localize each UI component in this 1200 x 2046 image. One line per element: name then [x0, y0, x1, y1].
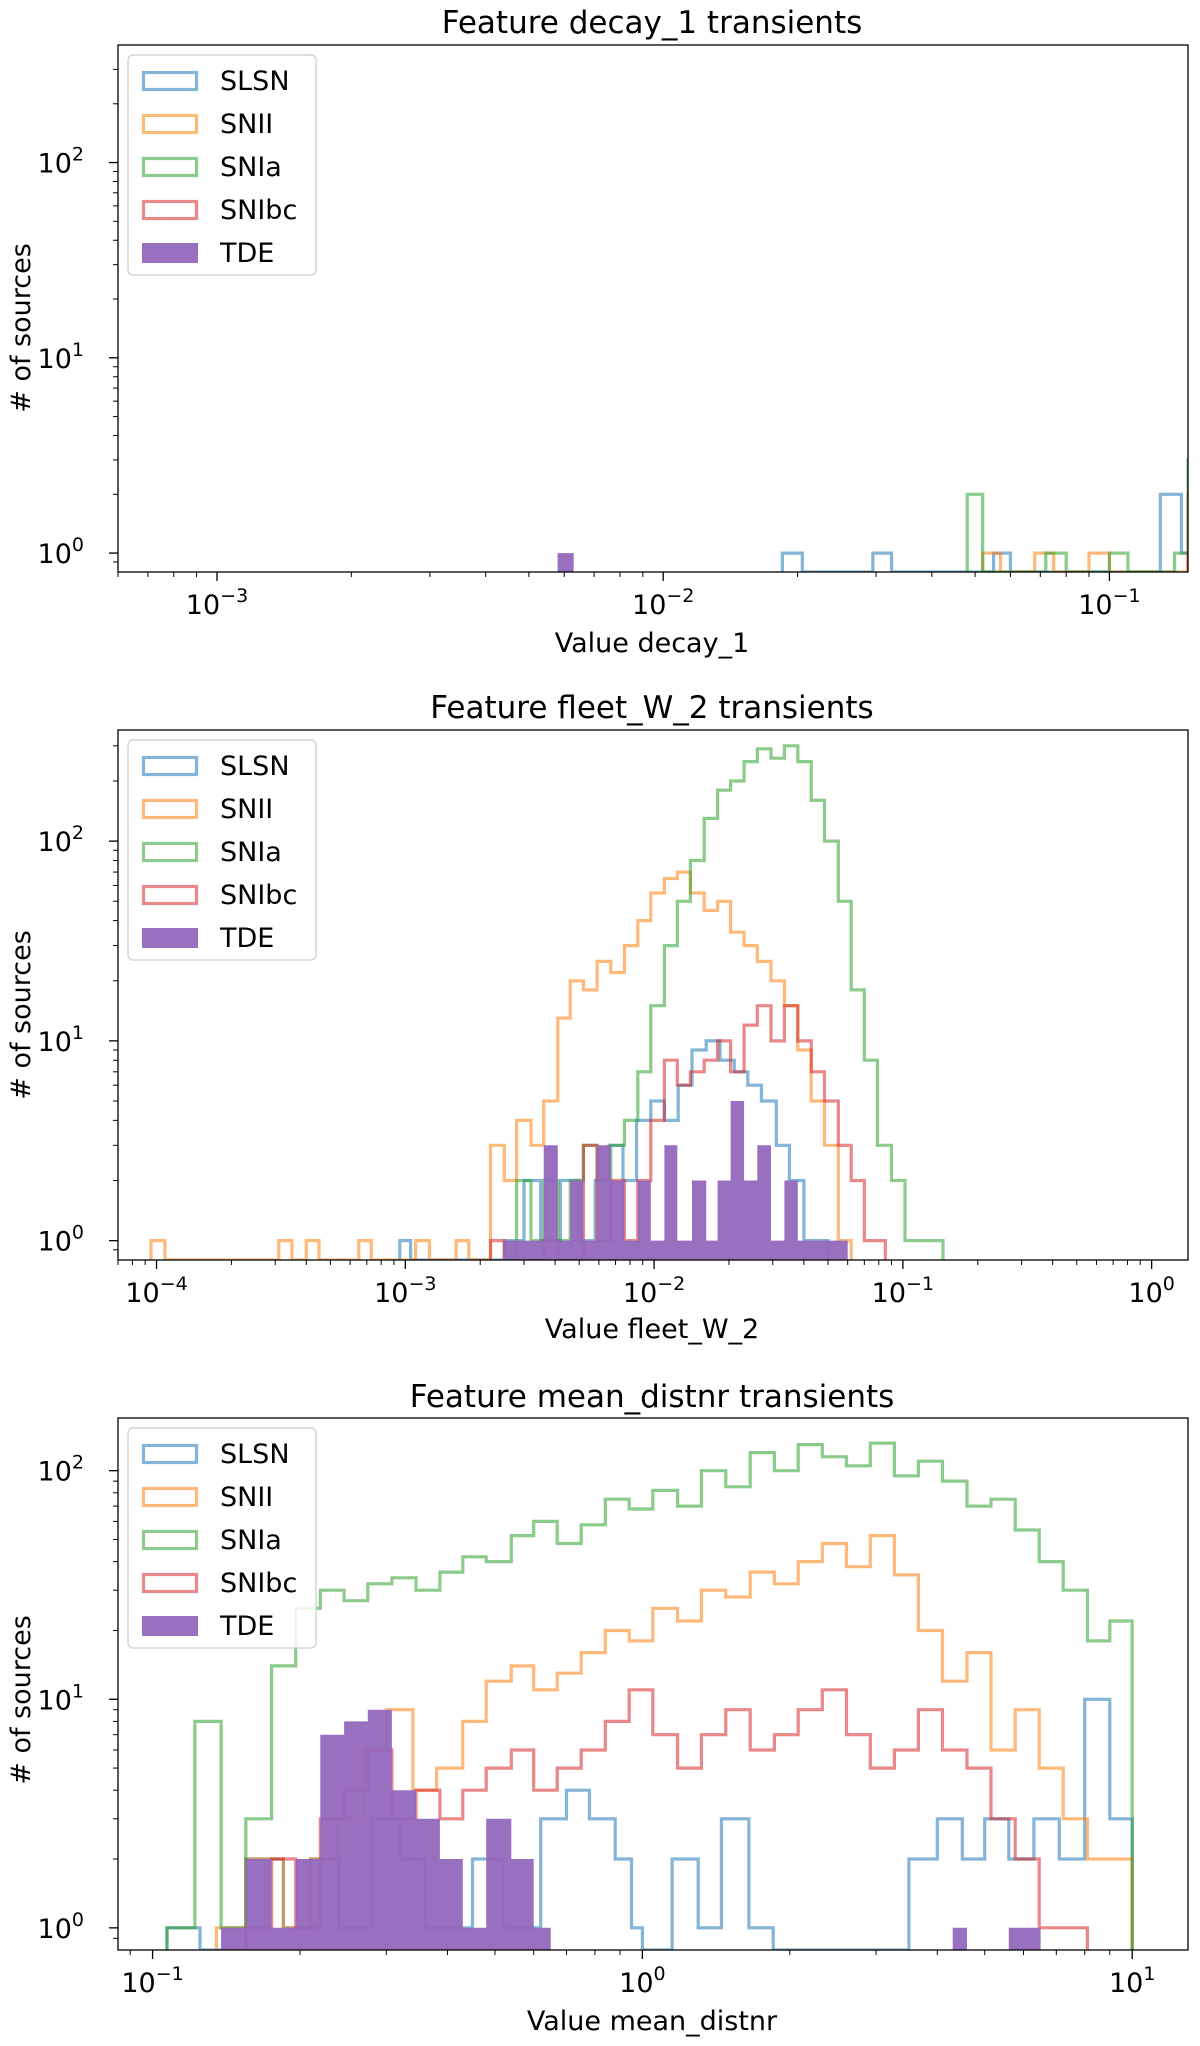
- legend-label: SNIa: [220, 837, 282, 868]
- legend-label: SNII: [220, 1482, 273, 1513]
- plot-frame: [117, 44, 1189, 573]
- y-axis-label: # of sources: [6, 1615, 37, 1785]
- legend-swatch-snibc: [141, 884, 199, 906]
- distnr-histogram-panel: Feature mean_distnr transients Value mea…: [6, 1379, 1189, 2037]
- legend: SLSN SNII SNIa SNIbc TDE: [127, 54, 317, 276]
- chart-title: Feature decay_1 transients: [442, 5, 863, 41]
- legend-swatch-tde: [142, 243, 198, 263]
- x-axis-label: Value mean_distnr: [527, 2006, 778, 2037]
- x-tick-label: 10−2: [623, 1273, 685, 1309]
- plot-frame: [117, 1417, 1189, 1951]
- legend-swatch-snii: [141, 1486, 199, 1508]
- legend-label: SNIbc: [220, 880, 297, 911]
- legend-label: SLSN: [220, 1439, 290, 1470]
- legend-swatch-slsn: [141, 1443, 199, 1465]
- legend: SLSN SNII SNIa SNIbc TDE: [127, 1427, 317, 1649]
- legend-label: SLSN: [220, 751, 290, 782]
- chart-title: Feature fleet_W_2 transients: [430, 690, 873, 726]
- x-tick-label: 100: [1128, 1273, 1174, 1309]
- y-tick-label: 100: [38, 534, 84, 570]
- series-snii-step: [149, 870, 853, 1260]
- legend-label: SLSN: [220, 66, 290, 97]
- plot-frame: [117, 729, 1189, 1261]
- y-axis-label: # of sources: [6, 930, 37, 1100]
- legend-swatch-slsn: [141, 70, 199, 92]
- x-tick-label: 10−2: [632, 585, 694, 621]
- x-tick-label: 10−1: [872, 1273, 934, 1309]
- legend-swatch-snibc: [141, 199, 199, 221]
- legend-swatch-snia: [141, 1529, 199, 1551]
- series-tde-bars: [504, 1101, 848, 1260]
- x-tick-label: 10−4: [125, 1273, 187, 1309]
- legend-swatch-snibc: [141, 1572, 199, 1594]
- fleet-histogram-panel: Feature fleet_W_2 transients Value fleet…: [6, 690, 1189, 1345]
- y-tick-label: 100: [38, 1222, 84, 1258]
- y-tick-label: 102: [38, 1452, 84, 1488]
- series-snia-step: [165, 1441, 1134, 1950]
- y-tick-label: 102: [38, 144, 84, 180]
- y-tick-label: 101: [38, 339, 84, 375]
- legend-label: SNIbc: [220, 195, 297, 226]
- legend-swatch-snii: [141, 798, 199, 820]
- legend-label: SNIa: [220, 152, 282, 183]
- legend-label: SNIbc: [220, 1568, 297, 1599]
- legend-label: TDE: [219, 1611, 274, 1642]
- series-slsn-step: [398, 1039, 830, 1260]
- legend-label: SNII: [220, 794, 273, 825]
- legend-swatch-tde: [142, 928, 198, 948]
- x-axis-label: Value fleet_W_2: [545, 1314, 759, 1345]
- legend-label: SNII: [220, 109, 273, 140]
- series-tde-bars: [221, 1709, 1041, 1950]
- legend-swatch-snia: [141, 156, 199, 178]
- y-axis-label: # of sources: [6, 243, 37, 413]
- y-tick-label: 101: [38, 1022, 84, 1058]
- x-tick-label: 10−3: [186, 585, 248, 621]
- series-snibc-step: [488, 1004, 887, 1260]
- y-tick-label: 100: [38, 1909, 84, 1945]
- x-tick-label: 101: [1109, 1963, 1155, 1999]
- legend-swatch-snia: [141, 841, 199, 863]
- series-layer: [557, 458, 1188, 572]
- x-axis-label: Value decay_1: [555, 628, 750, 659]
- x-tick-label: 10−3: [374, 1273, 436, 1309]
- legend-swatch-slsn: [141, 755, 199, 777]
- y-tick-label: 101: [38, 1680, 84, 1716]
- chart-title: Feature mean_distnr transients: [410, 1379, 895, 1415]
- x-tick-label: 10−1: [1078, 585, 1140, 621]
- decay-histogram-panel: Feature decay_1 transients Value decay_1…: [6, 5, 1189, 659]
- legend-label: TDE: [219, 923, 274, 954]
- legend-swatch-snii: [141, 113, 199, 135]
- legend-label: SNIa: [220, 1525, 282, 1556]
- legend-swatch-tde: [142, 1616, 198, 1636]
- x-tick-label: 10−1: [121, 1963, 183, 1999]
- legend: SLSN SNII SNIa SNIbc TDE: [127, 739, 317, 961]
- y-tick-label: 102: [38, 822, 84, 858]
- series-snia-step: [965, 458, 1188, 572]
- legend-label: TDE: [219, 238, 274, 269]
- x-tick-label: 100: [619, 1963, 665, 1999]
- series-layer: [165, 1441, 1134, 1950]
- series-layer: [149, 744, 945, 1260]
